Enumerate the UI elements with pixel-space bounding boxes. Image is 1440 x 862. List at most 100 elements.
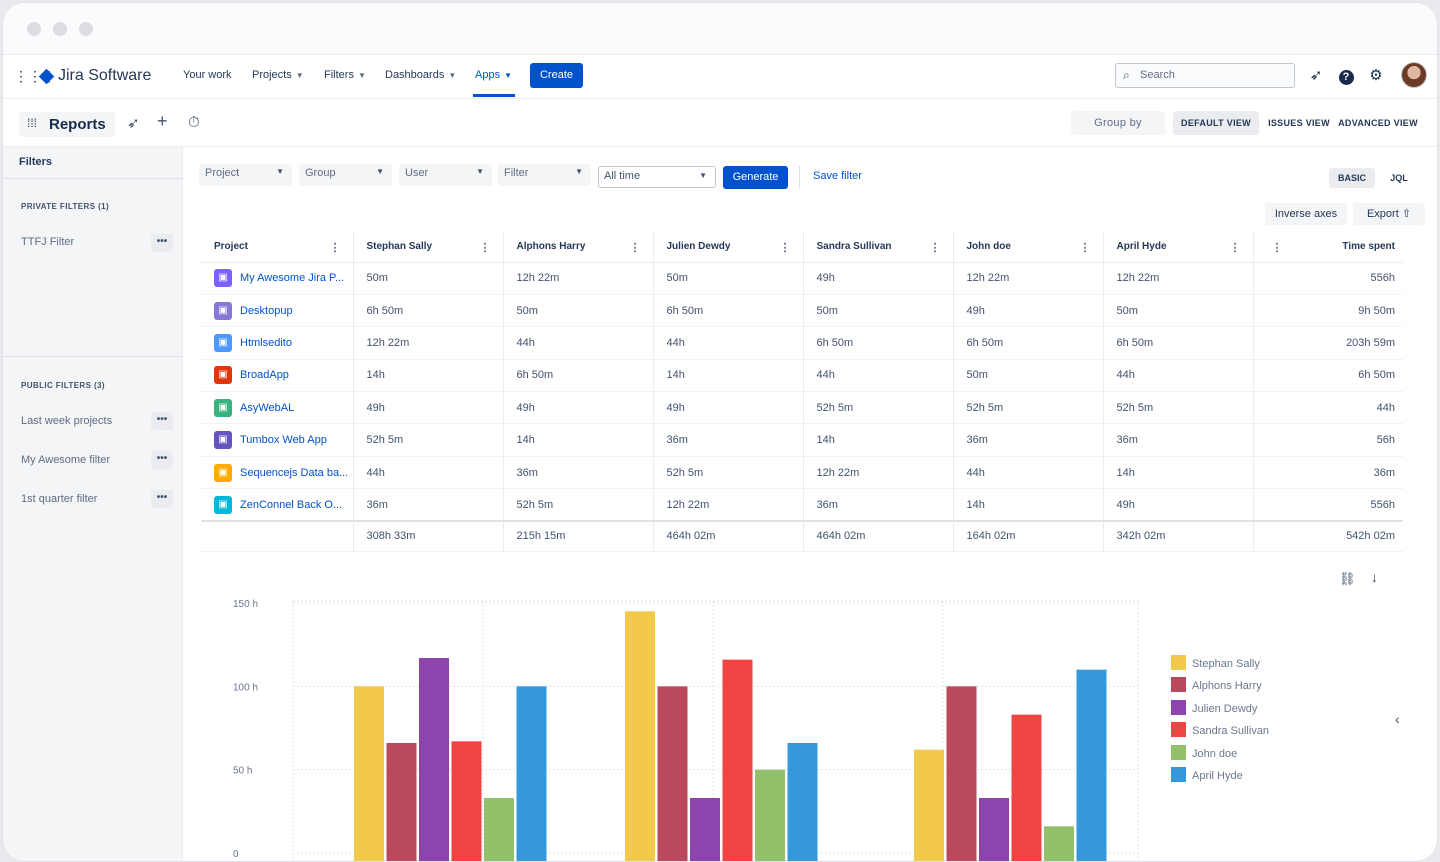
project-name[interactable]: BroadApp [240,369,289,382]
chevron-left-icon[interactable]: ‹ [1395,711,1400,727]
pin-icon[interactable]: ➶ [127,115,140,132]
filter-item[interactable]: TTFJ Filter [21,236,75,248]
project-name[interactable]: Sequencejs Data ba... [240,466,349,479]
table-row[interactable]: ▣ My Awesome Jira P... 50m 12h 22m 50m 49h 12h… [201,262,1403,295]
table-row[interactable]: ▣ Sequencejs Data ba... 44h 36m 52h 5m 12h 22… [201,456,1403,490]
basic-mode-button[interactable]: BASIC [1329,168,1375,188]
download-icon[interactable]: ↓ [1371,569,1378,585]
project-name[interactable]: ZenConnel Back O... [240,498,343,511]
total-cell: 308h 33m [353,520,504,552]
table-row[interactable]: ▣ AsyWebAL 49h 49h 49h 52h 5m 52h 5m 52h 5m 44h [201,391,1403,425]
table-row[interactable]: ▣ Htmlsedito 12h 22m 44h 44h 6h 50m 6h 50m 6h 5… [201,326,1403,360]
more-icon[interactable]: ••• [151,451,173,469]
nav-projects[interactable]: Projects ▼ [252,69,304,81]
filter-item[interactable]: My Awesome filter [21,454,111,466]
notifications-icon[interactable]: ➶ [1309,67,1323,84]
help-icon[interactable]: ? [1336,66,1356,86]
project-cell[interactable]: ▣ ZenConnel Back O... [201,488,354,522]
time-cell: 14h [1103,456,1254,490]
group-by-button[interactable]: Group by [1071,111,1165,135]
timer-icon[interactable]: ⏱ [188,114,200,131]
window-dot[interactable] [27,22,41,36]
nav-filters[interactable]: Filters ▼ [324,69,366,81]
column-header[interactable]: Julien Dewdy ⋮ [653,232,804,263]
column-header[interactable]: Sandra Sullivan ⋮ [803,232,954,263]
legend-item[interactable]: Stephan Sally [1171,655,1260,670]
table-row[interactable]: ▣ Desktopup 6h 50m 50m 6h 50m 50m 49h 50m 9h 50m [201,294,1403,328]
group-select[interactable]: Group ▼ [299,164,392,186]
project-cell[interactable]: ▣ Tumbox Web App [201,423,354,457]
project-name[interactable]: Htmlsedito [240,336,292,349]
column-header[interactable]: Stephan Sally ⋮ [353,232,504,263]
project-cell[interactable]: ▣ Desktopup [201,294,354,328]
column-header[interactable]: John doe ⋮ [953,232,1104,263]
project-cell[interactable]: ▣ BroadApp [201,359,354,393]
filter-select[interactable]: Filter ▼ [498,164,591,186]
table-row[interactable]: ▣ BroadApp 14h 6h 50m 14h 44h 50m 44h 6h 50m [201,359,1403,393]
project-cell[interactable]: ▣ AsyWebAL [201,391,354,425]
filter-item[interactable]: Last week projects [21,415,113,427]
user-select[interactable]: User ▼ [399,164,492,186]
filter-item[interactable]: 1st quarter filter [21,493,98,505]
nav-dashboards[interactable]: Dashboards ▼ [385,69,457,81]
project-name[interactable]: AsyWebAL [240,401,295,414]
window-dot[interactable] [79,22,93,36]
legend-item[interactable]: April Hyde [1171,767,1243,782]
search-input[interactable]: ⌕ Search [1115,63,1295,88]
more-icon[interactable]: ••• [151,234,173,252]
legend-item[interactable]: Sandra Sullivan [1171,722,1269,738]
create-button[interactable]: Create [530,63,583,88]
time-range-select[interactable]: All time ▼ [598,166,716,188]
table-row[interactable]: ▣ Tumbox Web App 52h 5m 14h 36m 14h 36m 36m 56h [201,423,1403,457]
unlink-icon[interactable]: ⛓ [1339,571,1356,586]
more-icon[interactable]: ••• [151,490,173,508]
save-filter-link[interactable]: Save filter [813,170,862,182]
project-cell[interactable]: ▣ Htmlsedito [201,326,354,360]
column-menu-icon[interactable]: ⋮ [1229,242,1241,254]
column-menu-icon[interactable]: ⋮ [329,242,341,254]
column-header[interactable]: ⋮ Time spent [1253,232,1403,263]
time-cell: 12h 22m [1103,262,1254,295]
project-name[interactable]: Desktopup [240,304,293,317]
time-cell: 44h [1253,391,1403,425]
column-menu-icon[interactable]: ⋮ [1079,242,1091,254]
export-button[interactable]: Export ⇧ [1353,203,1425,225]
column-menu-icon[interactable]: ⋮ [1271,242,1283,254]
table-row[interactable]: ▣ ZenConnel Back O... 36m 52h 5m 12h 22m 36m 1… [201,488,1403,522]
more-icon[interactable]: ••• [151,412,173,430]
legend-item[interactable]: John doe [1171,744,1237,760]
column-header[interactable]: April Hyde ⋮ [1103,232,1254,263]
nav-apps[interactable]: Apps ▼ [475,69,512,81]
column-header[interactable]: Project ⋮ [201,232,354,263]
legend-item[interactable]: Alphons Harry [1171,677,1262,693]
app-switcher-icon[interactable]: ⋮⋮⋮ [14,68,56,84]
inverse-axes-button[interactable]: Inverse axes [1265,203,1347,225]
column-menu-icon[interactable]: ⋮ [479,242,491,254]
generate-button[interactable]: Generate [723,166,788,189]
column-menu-icon[interactable]: ⋮ [779,242,791,254]
project-name[interactable]: Tumbox Web App [240,434,327,447]
time-cell: 12h 22m [653,488,804,522]
avatar[interactable] [1401,62,1427,88]
project-name[interactable]: My Awesome Jira P... [240,272,345,285]
jql-mode-button[interactable]: JQL [1390,173,1408,183]
window-dot[interactable] [53,22,67,36]
jira-logo[interactable]: Jira Software [38,67,151,85]
column-header[interactable]: Alphons Harry ⋮ [503,232,654,263]
add-icon[interactable]: + [157,111,168,131]
default-view-button[interactable]: DEFAULT VIEW [1173,111,1259,135]
project-icon: ▣ [214,398,232,417]
issues-view-button[interactable]: ISSUES VIEW [1268,118,1330,128]
project-cell[interactable]: ▣ My Awesome Jira P... [201,262,354,295]
nav-your-work[interactable]: Your work [183,69,232,81]
reports-menu[interactable]: ⁞⁞⁞ Reports [19,112,115,137]
legend-item[interactable]: Julien Dewdy [1171,699,1257,715]
project-select[interactable]: Project ▼ [199,164,292,186]
column-menu-icon[interactable]: ⋮ [629,242,641,254]
chart-bar [690,798,720,861]
column-menu-icon[interactable]: ⋮ [929,242,941,254]
advanced-view-button[interactable]: ADVANCED VIEW [1338,118,1418,128]
time-cell: 49h [1103,488,1254,522]
project-cell[interactable]: ▣ Sequencejs Data ba... [201,456,354,490]
settings-icon[interactable]: ⚙ [1369,67,1383,84]
